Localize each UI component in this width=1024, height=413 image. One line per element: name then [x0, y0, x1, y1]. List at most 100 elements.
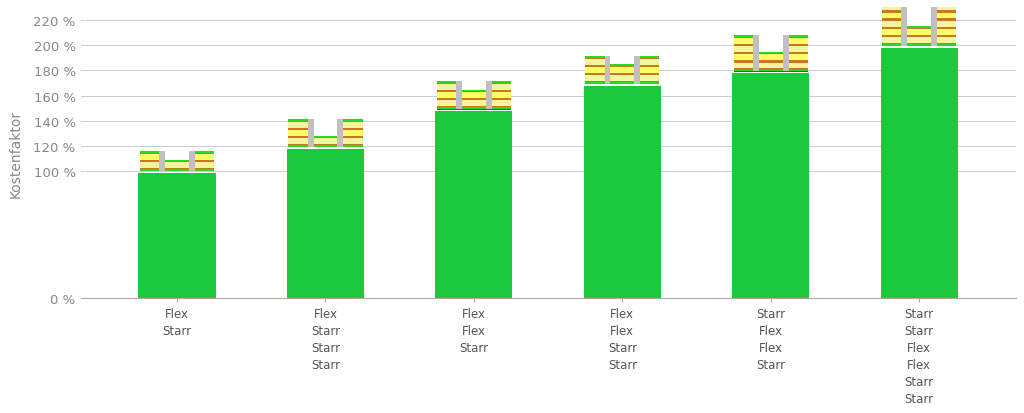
Bar [907, 30, 931, 36]
Bar [343, 121, 362, 123]
Bar [640, 60, 659, 65]
Bar [586, 83, 604, 85]
Bar [195, 154, 214, 155]
Bar [937, 45, 956, 47]
Bar [640, 65, 659, 66]
Bar [437, 85, 456, 90]
Bar [937, 28, 956, 29]
Bar [759, 55, 782, 61]
Bar [937, 4, 956, 5]
Bar [289, 138, 307, 139]
Bar [610, 68, 634, 74]
Bar [882, 14, 901, 19]
Bar [788, 61, 808, 62]
Bar [140, 155, 159, 160]
Bar [289, 131, 307, 136]
Bar [882, 3, 901, 4]
Bar [634, 57, 640, 85]
Bar [882, 44, 901, 45]
Bar [907, 36, 931, 37]
Bar [882, 45, 901, 47]
Bar [759, 62, 782, 64]
Bar [287, 150, 365, 298]
Bar [343, 146, 362, 147]
Bar [640, 76, 659, 82]
Bar [759, 64, 782, 69]
Bar [882, 4, 901, 5]
Bar [140, 160, 159, 161]
Bar [289, 128, 307, 130]
Bar [788, 39, 808, 45]
Bar [882, 19, 901, 21]
Bar [937, 3, 956, 4]
Bar [733, 62, 753, 64]
Bar [733, 46, 753, 47]
Bar [586, 66, 604, 68]
Bar [462, 108, 485, 110]
Bar [289, 145, 307, 146]
Bar [753, 36, 759, 72]
Bar [289, 120, 307, 121]
Bar [759, 69, 782, 70]
Bar [882, 11, 901, 12]
Bar [165, 170, 188, 171]
Bar [462, 107, 485, 108]
Bar [462, 90, 485, 92]
Bar [759, 61, 782, 62]
Bar [586, 65, 604, 66]
Bar [907, 45, 931, 47]
Bar [462, 100, 485, 101]
Bar [881, 49, 957, 298]
Bar [140, 163, 159, 169]
Bar [289, 121, 307, 123]
Bar [733, 54, 753, 55]
Bar [337, 120, 343, 147]
Bar [437, 99, 456, 100]
Bar [907, 29, 931, 30]
Bar [140, 161, 159, 163]
Bar [733, 36, 753, 38]
Bar [733, 64, 753, 69]
Bar [788, 38, 808, 39]
Bar [188, 152, 195, 171]
Bar [733, 69, 753, 70]
Bar [165, 152, 188, 160]
Bar [343, 130, 362, 131]
Bar [640, 83, 659, 85]
Bar [732, 74, 809, 298]
Bar [165, 169, 188, 170]
Bar [610, 76, 634, 82]
Bar [586, 74, 604, 75]
Bar [289, 136, 307, 138]
Bar [610, 83, 634, 85]
Bar [462, 82, 485, 90]
Bar [937, 14, 956, 19]
Bar [462, 99, 485, 100]
Bar [604, 57, 610, 85]
Bar [937, 22, 956, 28]
Bar [586, 75, 604, 76]
Bar [882, 21, 901, 22]
Bar [456, 82, 462, 110]
Bar [782, 36, 788, 72]
Bar [492, 90, 511, 92]
Bar [313, 136, 337, 138]
Bar [195, 160, 214, 161]
Bar [733, 53, 753, 54]
Bar [586, 68, 604, 74]
Bar [307, 120, 313, 147]
Bar [937, 37, 956, 38]
Bar [759, 54, 782, 55]
Bar [882, 30, 901, 36]
Bar [907, 37, 931, 38]
Bar [733, 47, 753, 53]
Bar [882, 36, 901, 37]
Bar [759, 52, 782, 54]
Bar [640, 66, 659, 68]
Bar [195, 152, 214, 154]
Bar [640, 58, 659, 60]
Bar [937, 36, 956, 37]
Bar [937, 44, 956, 45]
Bar [343, 123, 362, 128]
Bar [140, 154, 159, 155]
